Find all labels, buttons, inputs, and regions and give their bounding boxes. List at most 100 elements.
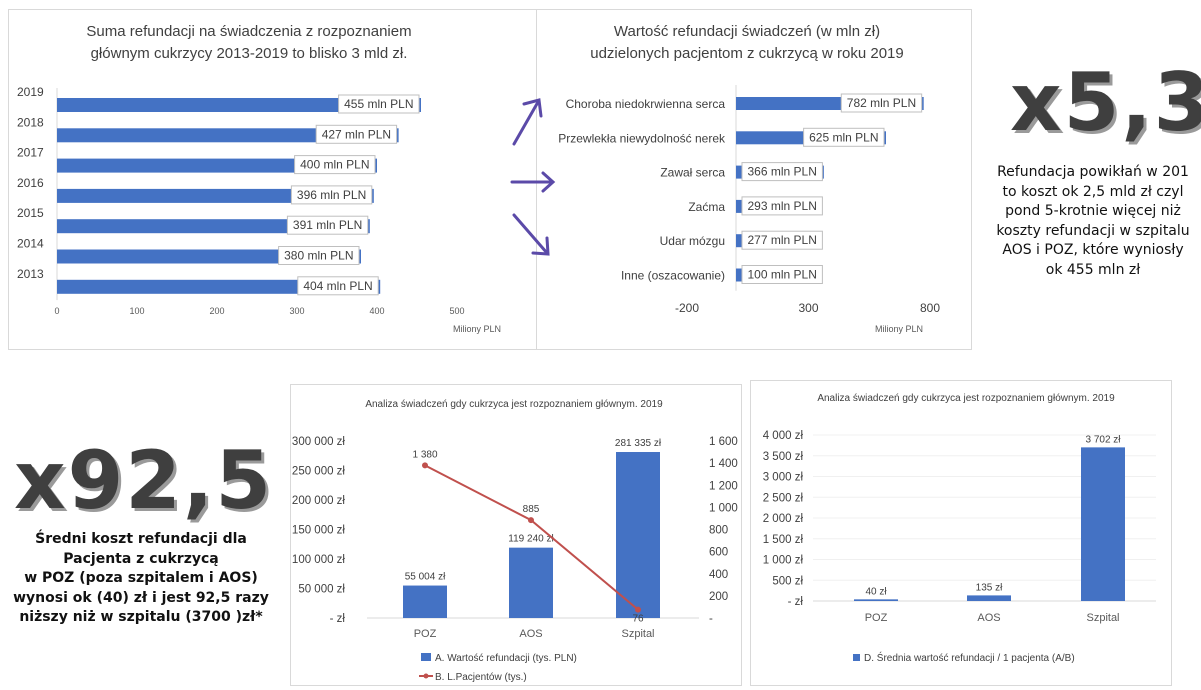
y-tick-label: Zaćma: [688, 200, 725, 214]
bar-POZ: [854, 599, 898, 601]
bar-2019: [57, 98, 421, 112]
top-note-line: to koszt ok 2,5 mld zł czyl: [1002, 183, 1184, 200]
y-tick-label: - zł: [330, 613, 346, 625]
bottom-note-line: niższy niż w szpitalu (3700 )zł*: [19, 609, 263, 625]
line-data-label: 1 380: [412, 449, 437, 460]
years-chart: Suma refundacji na świadczenia z rozpozn…: [17, 23, 501, 334]
data-label: 366 mln PLN: [748, 165, 817, 179]
x-tick-label: -200: [675, 301, 699, 315]
y-tick-label: 2 500 zł: [763, 492, 804, 504]
line-point: [528, 517, 534, 524]
y-tick-label: 3 500 zł: [763, 451, 804, 463]
y-tick-label: 300 000 zł: [292, 436, 346, 448]
y-tick-label: 2019: [17, 85, 44, 99]
data-label-box: [803, 127, 885, 147]
data-label-box: [297, 276, 379, 296]
y-tick-label: 500 zł: [772, 575, 803, 587]
top-note-line: pond 5-krotnie więcej niż: [1005, 203, 1181, 219]
data-label: 380 mln PLN: [284, 249, 353, 263]
y-tick-label: 2016: [17, 176, 44, 190]
data-label: 100 mln PLN: [748, 268, 817, 282]
arrow-right-icon: [510, 171, 556, 193]
line-point: [422, 462, 428, 469]
bar-Szpital: [616, 452, 660, 618]
x-tick-label: 500: [449, 306, 464, 316]
top-note-line: AOS i POZ, które wyniosły: [1002, 242, 1184, 258]
bar-POZ: [403, 585, 447, 618]
bar-data-label: 55 004 zł: [405, 572, 446, 583]
legend-label: A. Wartość refundacji (tys. PLN): [435, 653, 577, 664]
bottom-note-line: Pacjenta z cukrzycą: [63, 550, 219, 567]
x-tick-label: POZ: [865, 612, 888, 624]
bar-2018: [57, 128, 399, 143]
chart-title: udzielonych pacjentom z cukrzycą w roku …: [590, 45, 904, 62]
y-tick-label: Udar mózgu: [660, 234, 725, 248]
legend-swatch-bar: [421, 653, 431, 661]
y-tick-label: 2013: [17, 267, 44, 281]
y-tick-label: 1 500 zł: [763, 534, 804, 546]
y-tick-label: - zł: [788, 596, 804, 608]
y-tick-label: Choroba niedokrwienna serca: [566, 97, 726, 111]
x-tick-label: 400: [369, 306, 384, 316]
x-tick-label: 100: [129, 306, 144, 316]
diseases-chart: Wartość refundacji świadczeń (w mln zł) u…: [558, 23, 940, 334]
y-tick-label: 100 000 zł: [292, 554, 346, 566]
arrows: [510, 98, 556, 256]
data-label-box: [840, 93, 923, 113]
x-tick-label: 300: [798, 301, 818, 315]
legend-label: B. L.Pacjentów (tys.): [435, 672, 527, 683]
data-label-box: [741, 230, 823, 250]
x-tick-label: AOS: [519, 628, 542, 640]
y-tick-label: 2015: [17, 206, 44, 220]
y-tick-label: 2018: [17, 115, 44, 129]
data-label: 277 mln PLN: [748, 233, 817, 247]
y-tick-label: 2 000 zł: [763, 513, 804, 525]
bar-AOS: [967, 595, 1011, 601]
y2-tick-label: 1 200: [709, 480, 738, 492]
y-tick-label: 200 000 zł: [292, 495, 346, 507]
bottom-note: Średni koszt refundacji dla Pacjenta z c…: [0, 530, 282, 628]
y2-tick-label: 400: [709, 569, 728, 581]
y2-tick-label: 800: [709, 525, 728, 537]
bar-data-label: 281 335 zł: [615, 438, 662, 449]
x-tick-label: 200: [209, 306, 224, 316]
analysis-chart: Analiza świadczeń gdy cukrzyca jest rozp…: [292, 399, 738, 683]
chart-title: Analiza świadczeń gdy cukrzyca jest rozp…: [817, 393, 1115, 404]
chart-title: Analiza świadczeń gdy cukrzyca jest rozp…: [365, 399, 663, 410]
y2-tick-label: 1 600: [709, 436, 738, 448]
data-label: 391 mln PLN: [293, 218, 362, 232]
data-label: 782 mln PLN: [847, 96, 916, 110]
data-label-box: [290, 185, 373, 205]
bar-data-label: 135 zł: [976, 582, 1003, 593]
y-tick-label: Zawał serca: [660, 166, 725, 180]
y2-tick-label: 1 400: [709, 458, 738, 470]
chart-title: Suma refundacji na świadczenia z rozpozn…: [86, 23, 411, 40]
y2-tick-label: 1 000: [709, 502, 738, 514]
y2-tick-label: -: [709, 613, 713, 625]
diseases-panel: Wartość refundacji świadczeń (w mln zł) u…: [536, 9, 972, 350]
y-tick-label: 250 000 zł: [292, 466, 346, 478]
x-tick-label: 800: [920, 301, 940, 315]
data-label-box: [741, 196, 823, 216]
avg-panel: Analiza świadczeń gdy cukrzyca jest rozp…: [750, 380, 1172, 686]
bar-data-label: 40 zł: [865, 586, 887, 597]
top-note-line: koszty refundacji w szpitalu: [996, 222, 1190, 239]
data-label-box: [338, 94, 420, 114]
data-label-box: [315, 124, 398, 144]
data-label: 293 mln PLN: [748, 199, 817, 213]
bar-data-label: 3 702 zł: [1085, 434, 1121, 445]
y-tick-label: 50 000 zł: [298, 584, 345, 596]
x-tick-label: 0: [54, 306, 59, 316]
y-tick-label: Przewlekła niewydolność nerek: [558, 131, 726, 145]
legend-swatch-point: [423, 673, 429, 679]
data-label-box: [741, 162, 823, 182]
y-tick-label: Inne (oszacowanie): [621, 269, 725, 283]
x-tick-label: POZ: [414, 628, 437, 640]
x-tick-label: Szpital: [621, 628, 654, 640]
bottom-note-line: Średni koszt refundacji dla: [35, 531, 247, 547]
y2-tick-label: 600: [709, 547, 728, 559]
x-axis-label: Miliony PLN: [453, 324, 501, 334]
bottom-note-line: w POZ (poza szpitalem i AOS): [24, 570, 258, 586]
years-panel: Suma refundacji na świadczenia z rozpozn…: [8, 9, 537, 350]
y-tick-label: 3 000 zł: [763, 472, 804, 484]
